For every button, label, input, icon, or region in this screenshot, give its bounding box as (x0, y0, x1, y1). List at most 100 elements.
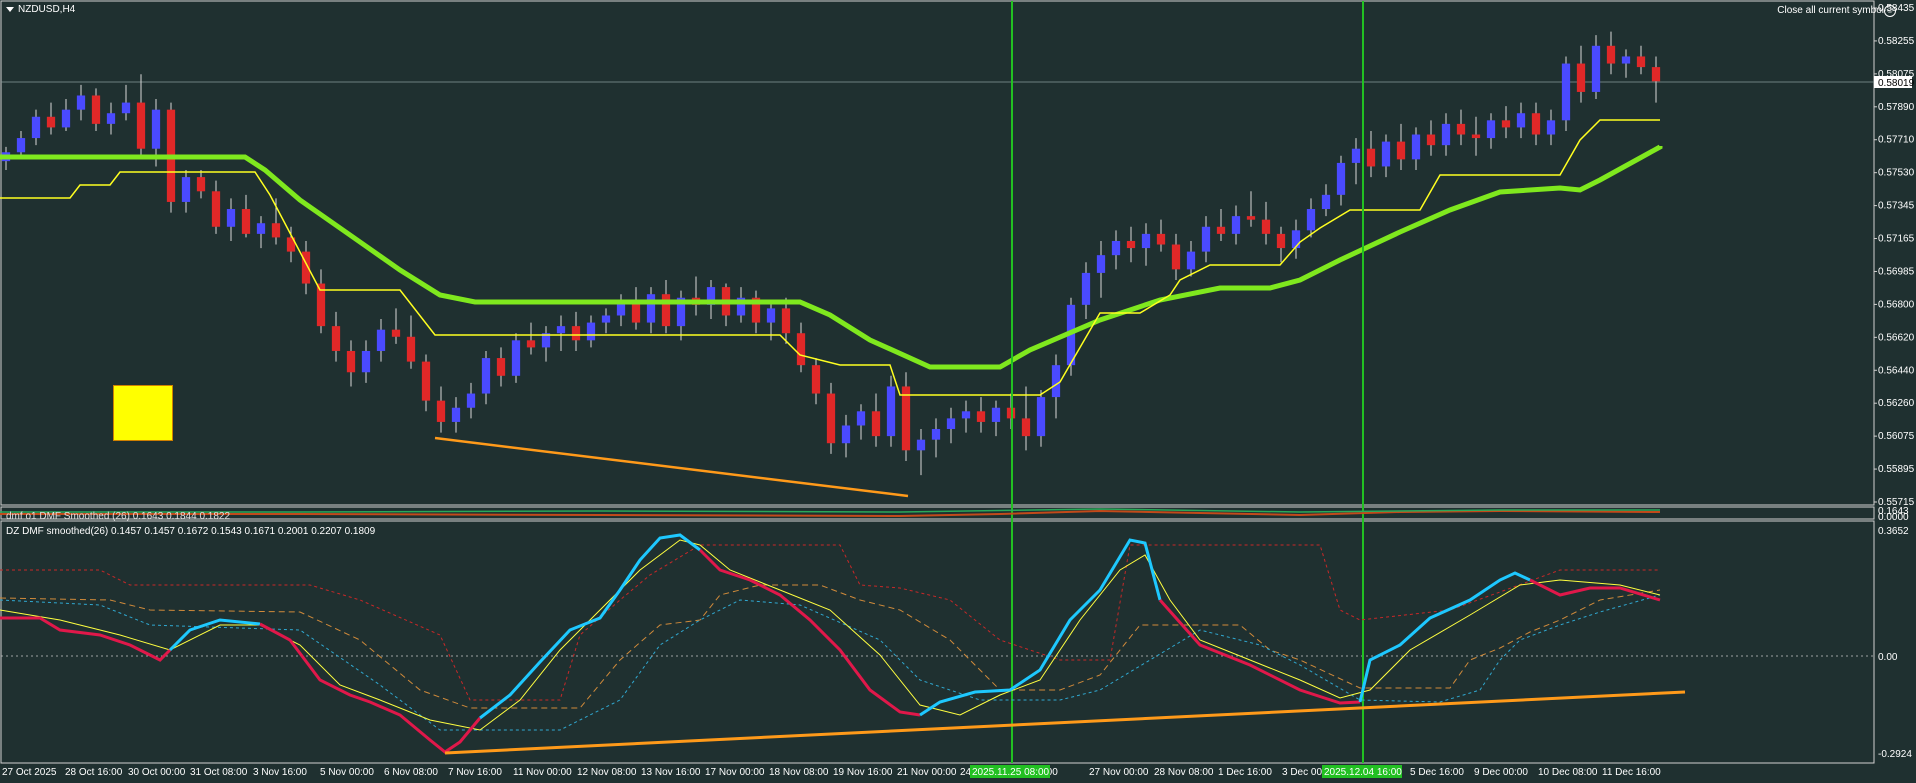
ind2-tick-zero: 0.00 (1878, 652, 1898, 663)
ind2-tick-top: 0.3652 (1878, 526, 1909, 537)
ind2-tick-bottom: -0.2924 (1878, 749, 1912, 760)
time-tick-label: 9 Dec 00:00 (1474, 767, 1528, 778)
time-tick-label: 11 Dec 16:00 (1602, 767, 1661, 778)
time-tick-label: 1 Dec 16:00 (1218, 767, 1272, 778)
moving-average-yellow (0, 119, 1660, 396)
candle-body (901, 386, 911, 451)
dmf-trendline (444, 690, 1686, 755)
dmf-main-line-down-1 (0, 616, 172, 662)
candle-body (1366, 148, 1376, 167)
candle-body (826, 393, 836, 444)
price-tick-label: 0.56800 (1878, 299, 1915, 310)
candle-body (1186, 251, 1196, 270)
candle-body (1651, 67, 1661, 82)
candle-body (1381, 141, 1391, 167)
candle-body (1036, 397, 1046, 437)
price-tick-label: 0.57345 (1878, 201, 1915, 212)
candle-body (316, 283, 326, 327)
dmf-band-red-upper (0, 544, 1660, 701)
candle-body (436, 400, 446, 422)
candle-body (586, 322, 596, 341)
candle-body (16, 138, 26, 153)
candlestick-series (1, 31, 1661, 476)
candle-body (421, 361, 431, 401)
price-tick-label: 0.56985 (1878, 266, 1915, 277)
rectangle-object[interactable] (113, 385, 173, 441)
candle-body (31, 116, 41, 139)
vline-1-time-label: 2025.11.25 08:00 (972, 767, 1050, 778)
candle-body (286, 237, 296, 252)
indicator2-panel[interactable] (0, 520, 1875, 764)
candle-body (1231, 216, 1241, 234)
candle-body (976, 411, 986, 422)
candle-body (556, 326, 566, 334)
ind1-tick-top: 0.1643 (1878, 506, 1909, 517)
candle-body (361, 350, 371, 373)
candle-body (706, 287, 716, 305)
time-tick-label: 5 Nov 00:00 (320, 767, 374, 778)
candle-body (1531, 113, 1541, 135)
price-tick-label: 0.55715 (1878, 497, 1915, 508)
candle-body (841, 425, 851, 444)
candle-body (1501, 120, 1511, 128)
price-tick-label: 0.56440 (1878, 365, 1915, 376)
candle-body (991, 407, 1001, 422)
candle-body (1576, 63, 1586, 92)
price-trendline (434, 436, 909, 498)
candle-body (181, 177, 191, 202)
candle-body (1621, 56, 1631, 64)
price-tick-label: 0.57890 (1878, 102, 1915, 113)
candle-body (481, 358, 491, 394)
candle-body (1156, 233, 1166, 245)
candle-body (331, 326, 341, 351)
time-tick-label: 21 Nov 00:00 (897, 767, 957, 778)
time-tick-label: 11 Nov 00:00 (513, 767, 572, 778)
candle-body (271, 223, 281, 238)
vline-1-time-badge (970, 765, 1050, 778)
moving-average-green (0, 144, 1663, 370)
candle-body (1216, 226, 1226, 234)
candle-body (946, 418, 956, 430)
candle-body (616, 301, 626, 316)
candle-body (1261, 219, 1271, 234)
candle-body (871, 411, 881, 437)
price-tick-label: 0.55895 (1878, 464, 1915, 475)
time-tick-label: 6 Nov 08:00 (384, 767, 438, 778)
smiley-close-icon[interactable]: ☺ (1884, 5, 1896, 17)
symbol-selector[interactable]: NZDUSD,H4 (6, 4, 75, 15)
candle-body (661, 294, 671, 327)
candle-body (1426, 134, 1436, 146)
dmf-o1-line (0, 509, 1661, 518)
candle-body (106, 113, 116, 124)
candle-body (301, 251, 311, 284)
time-tick-label: 3 Nov 16:00 (253, 767, 307, 778)
price-axis: 0.58435 0.58255 0.58075 0.57890 0.57710 0.575… (1874, 3, 1915, 508)
time-tick-label: 7 Nov 16:00 (448, 767, 502, 778)
close-all-button[interactable]: Close all current symbol (1777, 5, 1884, 16)
price-panel[interactable] (0, 0, 1875, 506)
candle-body (1441, 123, 1451, 146)
candle-body (781, 308, 791, 334)
candle-body (1411, 134, 1421, 160)
candle-body (631, 301, 641, 323)
candle-body (1336, 162, 1346, 195)
candle-body (1606, 45, 1616, 64)
candle-body (646, 294, 656, 323)
candle-body (1096, 255, 1106, 273)
candle-body (961, 411, 971, 419)
candle-body (1171, 244, 1181, 270)
dmf-main-line-up-2 (479, 533, 701, 720)
time-tick-label: 30 Oct 00:00 (128, 767, 186, 778)
candle-body (751, 297, 761, 323)
caret-down-icon (6, 6, 14, 12)
price-tick-label: 0.57710 (1878, 135, 1915, 146)
candle-body (1351, 148, 1361, 163)
candle-body (121, 102, 131, 114)
candle-body (496, 358, 506, 376)
candle-body (856, 411, 866, 426)
candle-body (451, 407, 461, 422)
dmf-main-line-down-5 (1529, 578, 1661, 602)
candle-body (226, 209, 236, 227)
time-tick-label: 17 Nov 00:00 (705, 767, 765, 778)
